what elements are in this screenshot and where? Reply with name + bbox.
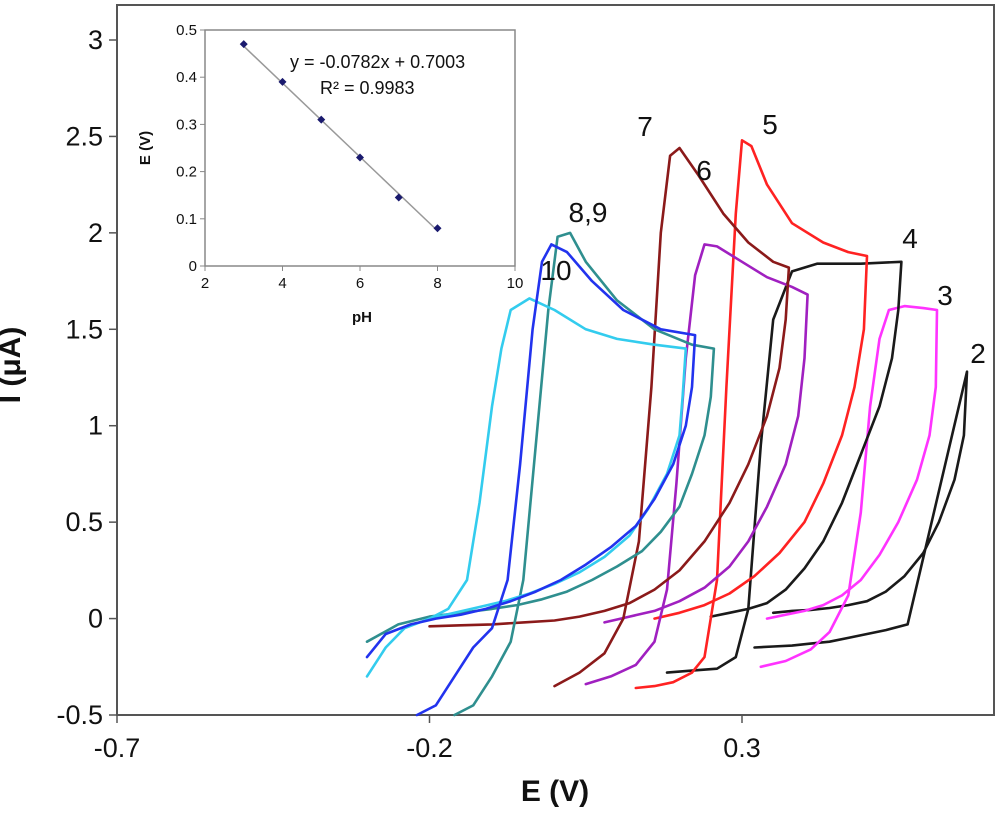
curve-label-4: 4 (902, 223, 918, 254)
inset-chart: 2 4 6 8 10 0 0.1 0.2 0.3 0.4 0.5 pH E (V) y = -0.0… (137, 22, 523, 326)
x-axis-title: E (V) (521, 775, 589, 808)
curve-label-7: 7 (637, 111, 653, 142)
y-tick-label: 2 (88, 218, 103, 248)
y-axis-title: I (μA) (0, 327, 27, 404)
series-line-8-9 (365, 231, 716, 717)
main-axis-ticks: -0.7 -0.2 0.3 -0.5 0 0.5 1 1.5 2 2.5 3 (56, 25, 760, 763)
inset-equation: y = -0.0782x + 0.7003 (290, 52, 465, 72)
y-tick-label: 1 (88, 411, 103, 441)
y-tick-label: -0.5 (56, 700, 103, 730)
curve-label-8-9: 8,9 (569, 197, 608, 228)
inset-y-tick-label: 0 (189, 258, 197, 275)
x-tick-label: -0.2 (406, 733, 453, 763)
inset-data-point (394, 193, 403, 202)
inset-y-tick-label: 0.1 (176, 211, 197, 228)
series-line-2 (753, 370, 969, 649)
y-tick-label: 2.5 (65, 121, 103, 151)
inset-data-point (433, 224, 442, 233)
series-line-5 (634, 139, 869, 690)
inset-y-axis-title: E (V) (137, 131, 154, 165)
inset-x-tick-label: 6 (356, 275, 364, 292)
inset-x-tick-label: 10 (507, 275, 524, 292)
y-tick-label: 0 (88, 604, 103, 634)
curve-label-6: 6 (696, 155, 712, 186)
series-line-4 (665, 260, 903, 674)
inset-x-tick-label: 8 (433, 275, 441, 292)
curve-label-10: 10 (540, 255, 571, 286)
inset-trendline (243, 45, 439, 232)
inset-series-group (239, 40, 442, 233)
inset-data-point (356, 153, 364, 162)
inset-x-tick-label: 4 (278, 275, 286, 292)
inset-data-point (239, 40, 248, 49)
inset-axis-ticks: 2 4 6 8 10 0 0.1 0.2 0.3 0.4 0.5 (176, 22, 523, 292)
series-line-blue (365, 243, 697, 717)
y-tick-label: 0.5 (65, 507, 103, 537)
inset-y-tick-label: 0.2 (176, 164, 197, 181)
x-tick-label: -0.7 (94, 733, 141, 763)
inset-r-squared: R² = 0.9983 (320, 78, 415, 98)
y-tick-label: 3 (88, 25, 103, 55)
x-tick-label: 0.3 (723, 733, 761, 763)
inset-frame (204, 29, 516, 267)
inset-x-axis-title: pH (352, 309, 372, 326)
series-line-7 (428, 146, 791, 688)
inset-y-tick-label: 0.5 (176, 22, 197, 39)
curve-label-5: 5 (762, 109, 778, 140)
inset-data-point (317, 115, 326, 124)
inset-data-point (278, 77, 287, 86)
curve-label-2: 2 (970, 338, 986, 369)
curve-label-3: 3 (937, 280, 953, 311)
series-line-3 (759, 304, 939, 669)
inset-x-tick-label: 2 (201, 275, 209, 292)
series-line-6 (584, 243, 809, 686)
y-tick-label: 1.5 (65, 314, 103, 344)
inset-y-tick-label: 0.3 (176, 116, 197, 133)
main-series-group (365, 139, 969, 717)
inset-y-tick-label: 0.4 (176, 69, 197, 86)
